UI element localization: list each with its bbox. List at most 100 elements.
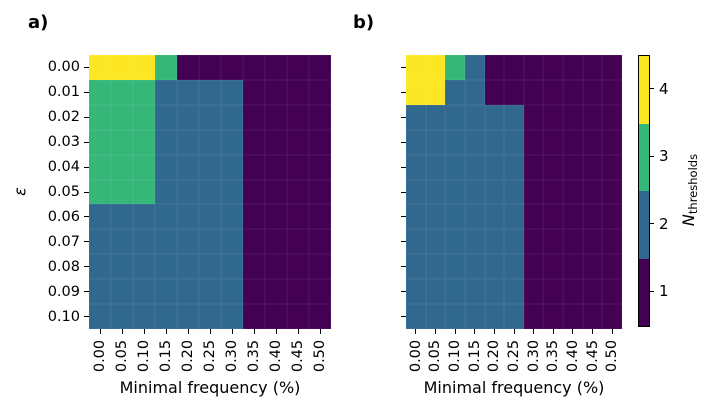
heatmap-cell [199, 55, 221, 80]
heatmap-cell [133, 79, 155, 105]
heatmap-cell [425, 154, 446, 180]
heatmap-cell [309, 304, 331, 329]
heatmap-cell [602, 154, 622, 180]
heatmap-cell [89, 79, 111, 105]
x-tick-mark [474, 329, 476, 334]
heatmap-cell [445, 204, 465, 230]
x-tick-mark [454, 329, 456, 334]
y-tick-mark [84, 191, 89, 193]
y-tick-mark [401, 216, 406, 218]
x-tick-mark [297, 329, 299, 334]
heatmap-cell [445, 129, 465, 155]
heatmap-cell [111, 279, 133, 305]
heatmap-cell [582, 79, 603, 105]
heatmap-cell [543, 154, 564, 180]
heatmap-cell [265, 254, 287, 280]
heatmap-cell [464, 254, 485, 280]
x-tick-label: 0.50 [604, 339, 621, 373]
y-tick-label: 0.06 [47, 208, 80, 225]
heatmap-cell [243, 179, 265, 205]
heatmap-cell [309, 55, 331, 80]
heatmap-panel-b [406, 55, 622, 329]
heatmap-cell [504, 104, 524, 130]
x-tick-label: 0.40 [564, 339, 581, 373]
x-tick-label: 0.45 [584, 339, 601, 373]
x-tick-label: 0.40 [268, 339, 284, 373]
heatmap-cell [425, 179, 446, 205]
heatmap-cell [504, 79, 524, 105]
heatmap-cell [445, 279, 465, 305]
y-tick-label: 0.04 [47, 159, 80, 176]
colorbar-label-main: N [679, 214, 698, 227]
heatmap-cell [111, 55, 133, 80]
y-tick-mark [84, 316, 89, 318]
colorbar-tick-mark [649, 290, 655, 292]
heatmap-cell [155, 254, 177, 280]
heatmap-cell [133, 179, 155, 205]
x-tick-mark [209, 329, 211, 334]
heatmap-cell [484, 179, 505, 205]
heatmap-cell [563, 279, 583, 305]
x-tick-label: 0.10 [136, 339, 152, 373]
heatmap-cell [243, 204, 265, 230]
heatmap-cell [221, 279, 243, 305]
x-tick-mark [187, 329, 189, 334]
heatmap-cell [133, 204, 155, 230]
heatmap-cell [602, 204, 622, 230]
heatmap-cell [484, 204, 505, 230]
heatmap-cell [563, 154, 583, 180]
heatmap-cell [199, 179, 221, 205]
heatmap-cell [406, 79, 426, 105]
heatmap-cell [221, 104, 243, 130]
heatmap-cell [602, 254, 622, 280]
heatmap-cell [464, 179, 485, 205]
heatmap-cell [425, 204, 446, 230]
heatmap-cell [309, 229, 331, 255]
heatmap-cell [309, 104, 331, 130]
heatmap-cell [543, 229, 564, 255]
y-tick-mark [401, 241, 406, 243]
y-tick-mark [84, 266, 89, 268]
heatmap-cell [111, 254, 133, 280]
heatmap-cell [464, 79, 485, 105]
heatmap-cell [177, 204, 199, 230]
heatmap-cell [523, 129, 544, 155]
heatmap-cell [523, 279, 544, 305]
x-tick-mark [592, 329, 594, 334]
heatmap-cell [89, 279, 111, 305]
heatmap-cell [464, 279, 485, 305]
colorbar-tick-label: 3 [659, 147, 669, 166]
heatmap-cell [243, 154, 265, 180]
heatmap-cell [523, 154, 544, 180]
heatmap-cell [445, 104, 465, 130]
heatmap-cell [582, 154, 603, 180]
heatmap-cell [287, 229, 309, 255]
heatmap-cell [309, 129, 331, 155]
heatmap-cell [89, 129, 111, 155]
heatmap-cell [309, 79, 331, 105]
heatmap-cell [523, 304, 544, 329]
heatmap-cell [243, 55, 265, 80]
y-tick-mark [84, 116, 89, 118]
heatmap-cell [221, 129, 243, 155]
heatmap-cell [464, 204, 485, 230]
x-tick-mark [552, 329, 554, 334]
heatmap-cell [111, 204, 133, 230]
heatmap-cell [199, 254, 221, 280]
heatmap-cell [602, 79, 622, 105]
x-tick-mark [275, 329, 277, 334]
heatmap-cell [484, 229, 505, 255]
heatmap-cell [484, 55, 505, 80]
y-tick-mark [84, 166, 89, 168]
heatmap-cell [484, 129, 505, 155]
heatmap-cell [406, 129, 426, 155]
x-tick-mark [253, 329, 255, 334]
heatmap-cell [523, 204, 544, 230]
heatmap-cell [582, 254, 603, 280]
heatmap-cell [504, 55, 524, 80]
heatmap-cell [582, 204, 603, 230]
y-tick-label: 0.00 [47, 59, 80, 76]
heatmap-cell [582, 129, 603, 155]
heatmap-cell [406, 304, 426, 329]
